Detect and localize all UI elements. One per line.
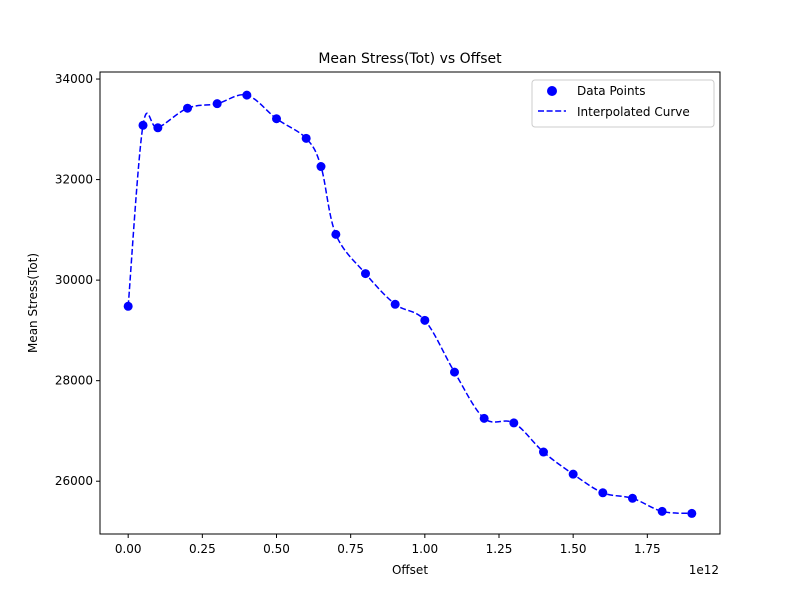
x-tick-label: 0.00	[115, 542, 142, 556]
data-point	[361, 269, 370, 279]
x-tick-label: 1.00	[411, 542, 438, 556]
data-point	[331, 229, 341, 239]
data-point	[568, 469, 578, 479]
data-point	[687, 508, 697, 518]
x-tick-label: 1.25	[486, 542, 513, 556]
x-axis-offset-text: 1e12	[689, 563, 719, 577]
x-axis: 0.00 0.25 0.50 0.75 1.00 1.25 1.50 1.75	[115, 534, 661, 556]
x-tick-label: 0.25	[189, 542, 216, 556]
data-point	[420, 315, 430, 325]
y-tick-label: 26000	[55, 474, 93, 488]
data-point	[242, 90, 252, 100]
data-point	[138, 120, 148, 130]
legend: Data Points Interpolated Curve	[531, 79, 715, 128]
x-tick-label: 1.50	[560, 542, 587, 556]
y-axis: 26000 28000 30000 32000 34000	[55, 72, 100, 488]
data-point	[316, 162, 326, 172]
y-axis-label: Mean Stress(Tot)	[26, 253, 40, 353]
legend-marker-data-points	[547, 86, 557, 96]
data-point	[657, 506, 667, 516]
x-tick-label: 1.75	[634, 542, 661, 556]
legend-box	[531, 79, 715, 128]
chart-title: Mean Stress(Tot) vs Offset	[318, 51, 502, 67]
points-layer	[123, 90, 697, 518]
data-point	[390, 299, 400, 309]
data-point	[183, 103, 193, 113]
data-point	[272, 114, 282, 124]
data-point	[301, 133, 311, 143]
data-point	[627, 493, 637, 503]
x-tick-label: 0.75	[337, 542, 364, 556]
plot-frame	[99, 71, 721, 535]
data-point	[212, 99, 222, 109]
data-point	[479, 413, 489, 423]
y-tick-label: 34000	[55, 72, 93, 86]
data-point	[450, 367, 459, 377]
data-point	[123, 301, 133, 311]
data-point	[153, 123, 163, 133]
legend-label-interpolated: Interpolated Curve	[577, 105, 690, 119]
legend-label-data-points: Data Points	[577, 84, 646, 98]
x-axis-label: Offset	[392, 563, 428, 577]
data-point	[598, 488, 608, 498]
x-tick-label: 0.50	[263, 542, 290, 556]
data-point	[538, 447, 548, 457]
y-tick-label: 30000	[55, 273, 93, 287]
data-point	[509, 418, 519, 428]
y-tick-label: 28000	[55, 374, 93, 388]
y-tick-label: 32000	[55, 173, 93, 187]
